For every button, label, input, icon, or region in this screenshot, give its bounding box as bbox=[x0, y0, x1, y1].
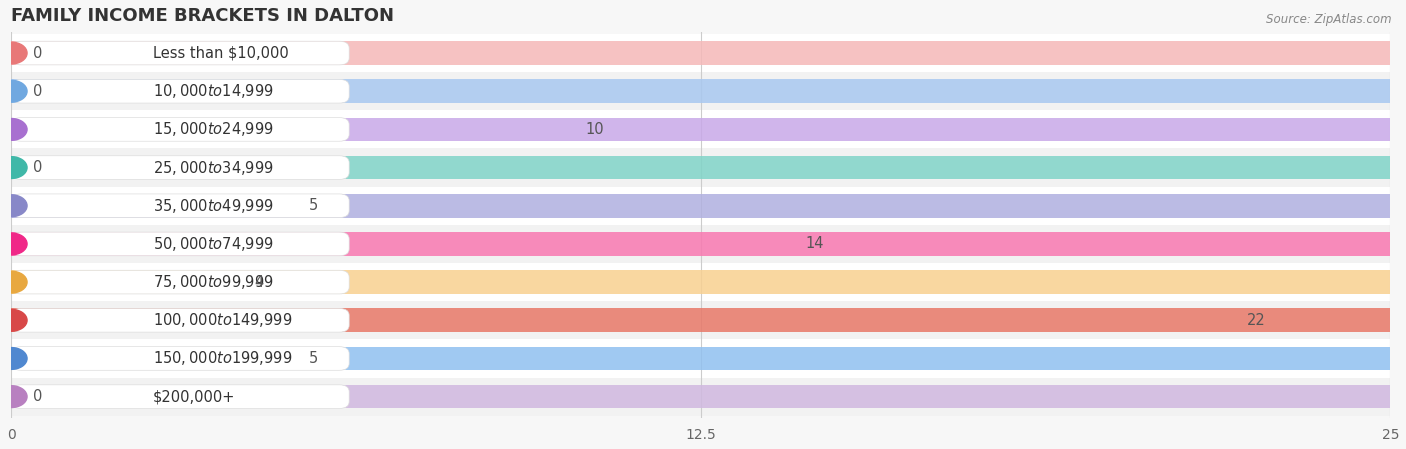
Bar bbox=[11, 149, 1391, 187]
Bar bbox=[11, 156, 1391, 180]
Text: 0: 0 bbox=[34, 389, 42, 404]
FancyBboxPatch shape bbox=[11, 270, 349, 294]
FancyBboxPatch shape bbox=[11, 385, 349, 409]
Text: $150,000 to $199,999: $150,000 to $199,999 bbox=[153, 349, 292, 367]
Text: 5: 5 bbox=[309, 351, 318, 366]
Text: $15,000 to $24,999: $15,000 to $24,999 bbox=[153, 120, 274, 138]
Bar bbox=[11, 72, 1391, 110]
Text: 0: 0 bbox=[34, 84, 42, 99]
Bar bbox=[11, 308, 1391, 332]
Bar bbox=[11, 270, 1391, 294]
Text: FAMILY INCOME BRACKETS IN DALTON: FAMILY INCOME BRACKETS IN DALTON bbox=[11, 7, 394, 25]
Bar bbox=[11, 187, 1391, 225]
Circle shape bbox=[0, 42, 27, 64]
Bar bbox=[11, 263, 1391, 301]
Bar bbox=[11, 118, 1391, 141]
Text: 0: 0 bbox=[34, 160, 42, 175]
FancyBboxPatch shape bbox=[11, 156, 349, 180]
FancyBboxPatch shape bbox=[11, 194, 349, 218]
Circle shape bbox=[0, 119, 27, 140]
FancyBboxPatch shape bbox=[11, 79, 349, 103]
FancyBboxPatch shape bbox=[11, 118, 349, 141]
Bar bbox=[11, 339, 1391, 378]
Bar bbox=[11, 110, 1391, 149]
Text: $25,000 to $34,999: $25,000 to $34,999 bbox=[153, 158, 274, 176]
Circle shape bbox=[0, 233, 27, 255]
Text: $200,000+: $200,000+ bbox=[153, 389, 236, 404]
Text: 22: 22 bbox=[1247, 313, 1265, 328]
Bar bbox=[11, 347, 1391, 370]
Circle shape bbox=[0, 348, 27, 370]
Text: $35,000 to $49,999: $35,000 to $49,999 bbox=[153, 197, 274, 215]
Circle shape bbox=[0, 309, 27, 331]
FancyBboxPatch shape bbox=[11, 41, 349, 65]
Bar bbox=[11, 194, 1391, 218]
Text: 14: 14 bbox=[806, 237, 824, 251]
Bar bbox=[11, 378, 1391, 416]
FancyBboxPatch shape bbox=[11, 347, 349, 370]
Text: 10: 10 bbox=[585, 122, 603, 137]
Circle shape bbox=[0, 195, 27, 217]
Text: $50,000 to $74,999: $50,000 to $74,999 bbox=[153, 235, 274, 253]
Bar bbox=[11, 79, 1391, 103]
Text: $75,000 to $99,999: $75,000 to $99,999 bbox=[153, 273, 274, 291]
Circle shape bbox=[0, 157, 27, 178]
Text: $100,000 to $149,999: $100,000 to $149,999 bbox=[153, 311, 292, 329]
Bar bbox=[11, 225, 1391, 263]
Text: 0: 0 bbox=[34, 45, 42, 61]
Text: 4: 4 bbox=[254, 275, 263, 290]
Bar bbox=[11, 34, 1391, 72]
Text: 5: 5 bbox=[309, 198, 318, 213]
Text: Source: ZipAtlas.com: Source: ZipAtlas.com bbox=[1267, 13, 1392, 26]
FancyBboxPatch shape bbox=[11, 308, 349, 332]
FancyBboxPatch shape bbox=[11, 232, 349, 256]
Bar bbox=[11, 41, 1391, 65]
Circle shape bbox=[0, 271, 27, 293]
Circle shape bbox=[0, 386, 27, 408]
Circle shape bbox=[0, 80, 27, 102]
Text: $10,000 to $14,999: $10,000 to $14,999 bbox=[153, 82, 274, 100]
Text: Less than $10,000: Less than $10,000 bbox=[153, 45, 290, 61]
Bar bbox=[11, 232, 1391, 256]
Bar bbox=[11, 385, 1391, 409]
Bar bbox=[11, 301, 1391, 339]
